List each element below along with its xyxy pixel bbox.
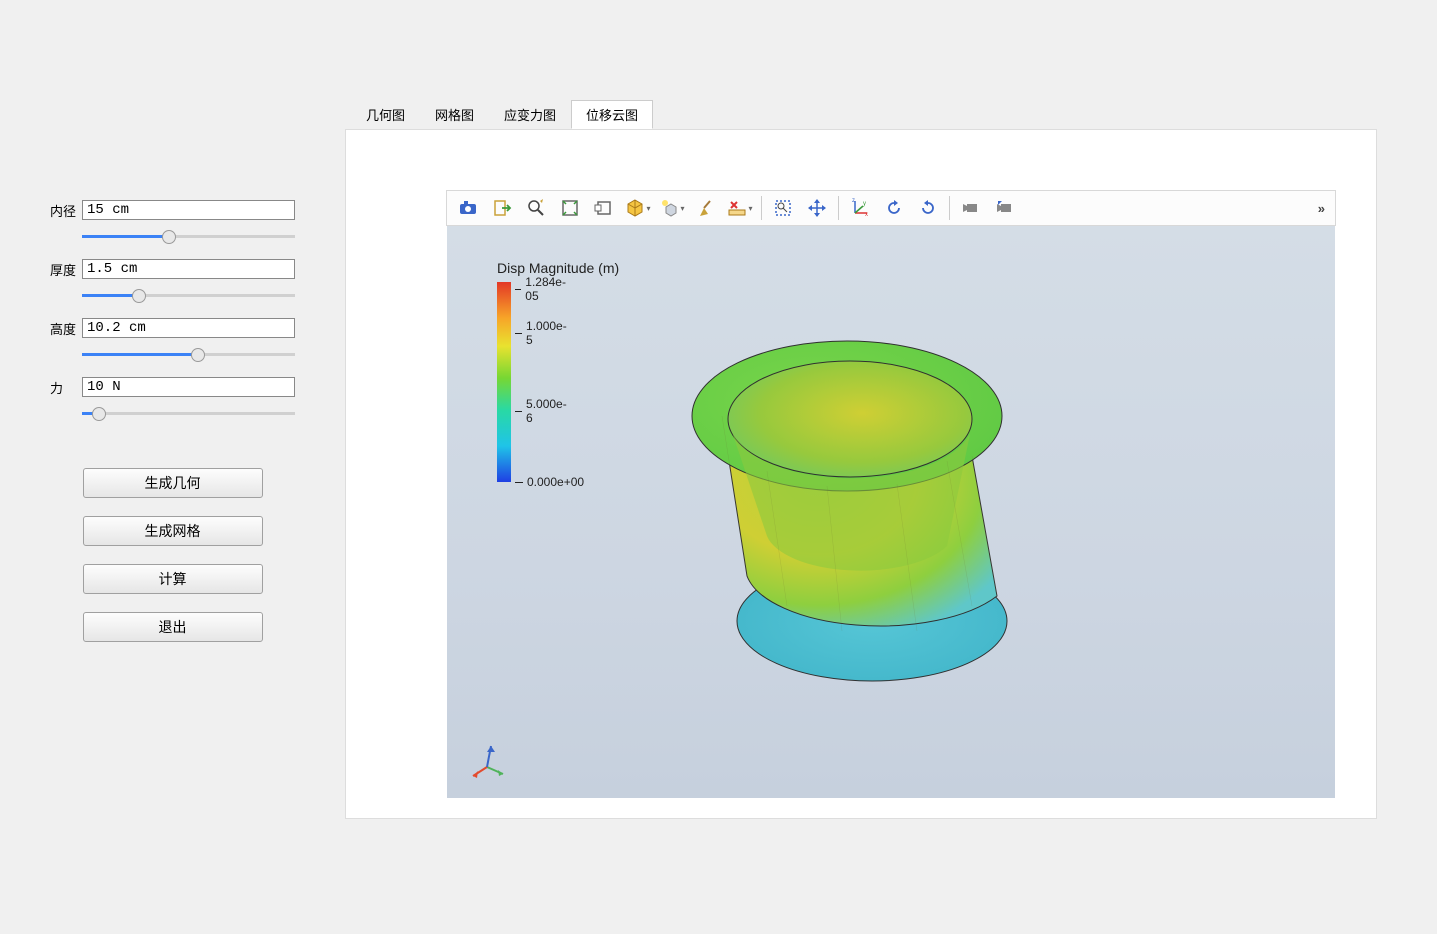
param-label-2: 高度 (50, 319, 82, 338)
param-slider-2[interactable] (82, 353, 295, 356)
camera-left-icon[interactable] (955, 193, 987, 223)
legend-tick: 1.000e-5 (515, 319, 568, 347)
tab-bar: 几何图网格图应变力图位移云图 (351, 100, 1377, 129)
toolbar-separator (838, 196, 839, 220)
main-area: 几何图网格图应变力图位移云图 ▾▾▾zxy» Disp Magnitude (m… (345, 0, 1437, 934)
ruler-x-icon[interactable]: ▾ (724, 193, 756, 223)
orientation-triad (467, 742, 507, 782)
tab-1[interactable]: 网格图 (420, 100, 489, 129)
svg-text:z: z (852, 198, 855, 204)
viewer-toolbar: ▾▾▾zxy» (446, 190, 1336, 226)
fit-window-icon[interactable] (554, 193, 586, 223)
rotate-ccw-icon[interactable] (878, 193, 910, 223)
zoom-icon[interactable] (520, 193, 552, 223)
svg-text:x: x (865, 212, 868, 218)
param-input-1[interactable] (82, 259, 295, 279)
app-root: 内径 厚度 高度 力 生成几何生成网格计算退出 几何图网格图应变力图位移云图 ▾… (0, 0, 1437, 934)
action-button-3[interactable]: 退出 (83, 612, 263, 642)
tab-0[interactable]: 几何图 (351, 100, 420, 129)
param-input-3[interactable] (82, 377, 295, 397)
viewer-panel: ▾▾▾zxy» Disp Magnitude (m) 1.284e-051.00… (345, 129, 1377, 819)
select-rect-icon[interactable] (767, 193, 799, 223)
camera-icon[interactable] (452, 193, 484, 223)
param-label-3: 力 (50, 378, 82, 397)
move-arrows-icon[interactable] (801, 193, 833, 223)
camera-reset-icon[interactable] (989, 193, 1021, 223)
legend-title: Disp Magnitude (m) (497, 260, 619, 276)
param-label-1: 厚度 (50, 260, 82, 279)
legend-tick: 5.000e-6 (515, 397, 568, 425)
axes-icon[interactable]: z xy (844, 193, 876, 223)
legend-tick: 0.000e+00 (515, 475, 584, 489)
tab-2[interactable]: 应变力图 (489, 100, 571, 129)
param-slider-1[interactable] (82, 294, 295, 297)
light-cube-icon[interactable]: ▾ (656, 193, 688, 223)
legend-colorbar (497, 282, 511, 482)
export-icon[interactable] (486, 193, 518, 223)
action-button-1[interactable]: 生成网格 (83, 516, 263, 546)
param-slider-3[interactable] (82, 412, 295, 415)
param-input-0[interactable] (82, 200, 295, 220)
sidebar-panel: 内径 厚度 高度 力 生成几何生成网格计算退出 (0, 0, 345, 934)
svg-text:y: y (863, 201, 866, 207)
param-label-0: 内径 (50, 201, 82, 220)
param-input-2[interactable] (82, 318, 295, 338)
model-cylinder[interactable] (627, 286, 1047, 706)
toolbar-separator (949, 196, 950, 220)
action-button-0[interactable]: 生成几何 (83, 468, 263, 498)
action-button-2[interactable]: 计算 (83, 564, 263, 594)
toolbar-overflow[interactable]: » (1312, 201, 1331, 216)
rotate-cw-icon[interactable] (912, 193, 944, 223)
broom-icon[interactable] (690, 193, 722, 223)
color-legend: Disp Magnitude (m) 1.284e-05 1.000e-5 5.00… (497, 260, 619, 482)
param-slider-0[interactable] (82, 235, 295, 238)
legend-tick: 1.284e-05 (515, 275, 568, 303)
tab-3[interactable]: 位移云图 (571, 100, 653, 129)
viewer-canvas[interactable]: Disp Magnitude (m) 1.284e-05 1.000e-5 5.00… (447, 226, 1335, 798)
box-icon[interactable] (588, 193, 620, 223)
shade-cube-icon[interactable]: ▾ (622, 193, 654, 223)
toolbar-separator (761, 196, 762, 220)
